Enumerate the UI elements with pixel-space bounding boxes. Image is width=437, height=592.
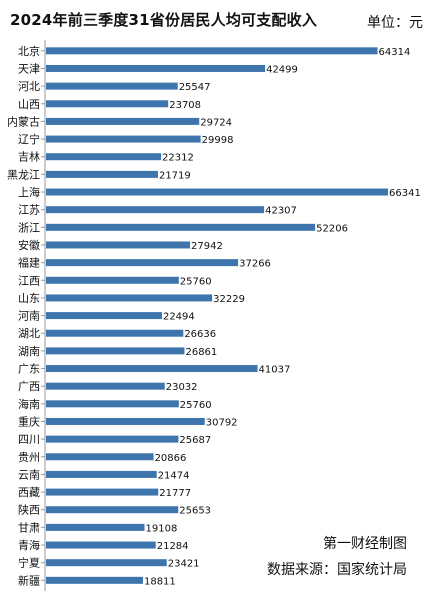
value-label: 23421 [168,559,200,570]
value-label: 66341 [389,188,421,199]
category-label: 重庆 [18,414,40,428]
category-label: 四川 [18,433,40,446]
bar [46,329,184,337]
value-label: 22312 [162,153,194,164]
value-label: 37266 [239,259,271,270]
category-label: 江西 [18,274,40,287]
value-label: 41037 [259,365,291,376]
value-label: 20866 [155,453,187,464]
unit-label: 单位：元 [367,15,423,31]
bar [46,506,179,514]
bar [46,82,178,90]
value-label: 26636 [184,329,216,340]
bar [46,488,159,496]
value-label: 21719 [159,170,191,181]
value-label: 27942 [191,241,223,252]
bar [46,188,388,196]
bar [46,64,266,72]
value-label: 29998 [202,135,234,146]
bar [46,523,145,531]
bar [46,347,185,355]
value-label: 22494 [163,312,195,323]
category-label: 黑龙江 [7,168,40,181]
category-label: 青海 [18,538,40,552]
category-label: 甘肃 [18,521,40,534]
value-label: 21284 [157,541,189,552]
bar [46,417,205,425]
bar [46,382,165,390]
category-label: 西藏 [18,486,40,499]
value-label: 42307 [265,206,297,217]
bar [46,223,316,231]
category-label: 浙江 [18,221,40,234]
bar [46,117,200,125]
bar [46,100,169,108]
category-label: 内蒙古 [7,114,40,128]
category-label: 广东 [18,363,40,376]
category-label: 吉林 [18,150,40,164]
value-label: 25547 [179,82,211,93]
value-label: 21777 [159,488,191,499]
value-label: 42499 [266,64,298,75]
bar [46,435,179,443]
value-label: 26861 [185,347,217,358]
bar [46,241,191,249]
category-label: 云南 [18,468,40,481]
bar [46,294,213,302]
category-label: 宁夏 [18,556,40,570]
category-label: 天津 [18,62,40,75]
value-label: 19108 [146,523,178,534]
category-label: 河北 [18,80,40,93]
value-label: 64314 [379,47,411,58]
category-label: 山东 [18,292,40,305]
bar [46,541,156,549]
bar [46,276,179,284]
data-source: 数据来源：国家统计局 [267,562,407,578]
value-label: 25760 [180,276,212,287]
category-label: 河南 [18,310,40,323]
bar [46,400,179,408]
bar [46,153,162,161]
value-label: 32229 [213,294,245,305]
category-label: 江苏 [18,204,40,217]
category-label: 陕西 [18,503,40,517]
bar [46,47,378,55]
category-label: 贵州 [18,451,40,464]
bar [46,453,154,461]
bar [46,170,158,178]
bar [46,259,239,267]
value-label: 25653 [179,506,211,517]
chart-credit: 第一财经制图 [323,536,407,552]
category-label: 海南 [18,397,40,411]
value-label: 25687 [179,435,211,446]
value-label: 18811 [144,576,176,587]
bar [46,312,162,320]
value-label: 23708 [169,100,201,111]
value-label: 25760 [180,400,212,411]
category-label: 辽宁 [18,132,40,146]
value-label: 52206 [316,223,348,234]
value-label: 21474 [158,470,190,481]
category-label: 安徽 [18,238,40,252]
category-label: 北京 [18,44,40,58]
bar [46,206,265,214]
category-label: 湖南 [18,345,40,358]
bar [46,135,201,143]
category-label: 福建 [18,256,40,270]
bar [46,470,157,478]
bar [46,365,258,373]
chart-title: 2024年前三季度31省份居民人均可支配收入 [10,11,318,29]
category-label: 山西 [18,98,40,111]
value-label: 23032 [166,382,198,393]
category-label: 广西 [18,380,40,393]
bar [46,559,167,567]
category-label: 新疆 [18,573,40,587]
bar [46,576,143,584]
category-label: 上海 [18,185,40,199]
value-label: 30792 [206,417,238,428]
value-label: 29724 [200,117,232,128]
category-label: 湖北 [18,327,40,340]
